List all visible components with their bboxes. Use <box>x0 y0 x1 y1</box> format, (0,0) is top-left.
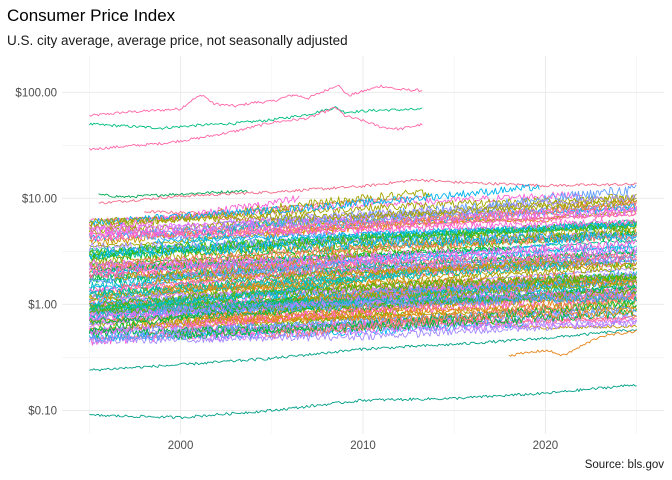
y-tick-label: $0.10 <box>28 405 57 417</box>
series-line-extra-79 <box>155 221 637 245</box>
series-line-6 <box>144 196 423 216</box>
series-line-extra-110 <box>88 245 638 270</box>
series-line-extra-55 <box>88 239 637 274</box>
series-line-extra-103 <box>89 273 637 310</box>
series-line-4 <box>98 189 248 199</box>
chart-subtitle: U.S. city average, average price, not se… <box>7 33 348 48</box>
y-tick-label: $1.00 <box>28 299 57 311</box>
y-tick-label: $10.00 <box>22 193 57 205</box>
series-line-extra-109 <box>89 319 638 345</box>
series-line-extra-97 <box>89 218 637 242</box>
series-line-3 <box>89 107 423 151</box>
series-line-24 <box>89 328 637 372</box>
series-line-26 <box>508 329 637 357</box>
y-tick-label: $100.00 <box>15 87 57 99</box>
series-line-25 <box>89 383 637 420</box>
series-line-extra-78 <box>192 216 294 244</box>
chart-title: Consumer Price Index <box>7 6 176 25</box>
series-line-extra-99 <box>264 293 637 340</box>
series-line-extra-100 <box>164 276 637 294</box>
series-line-extra-80 <box>88 257 380 284</box>
series-line-extra-108 <box>154 289 637 317</box>
series-line-extra-89 <box>89 288 638 315</box>
series-line-extra-102 <box>89 198 637 224</box>
series-layer <box>88 84 638 420</box>
series-line-extra-104 <box>88 296 302 333</box>
x-tick-label: 2000 <box>168 440 194 452</box>
series-line-extra-107 <box>88 231 637 260</box>
series-line-extra-93 <box>89 184 540 226</box>
series-line-extra-96 <box>88 205 638 236</box>
chart-caption: Source: bls.gov <box>584 459 664 471</box>
series-line-extra-59 <box>88 257 545 301</box>
series-line-extra-87 <box>114 253 358 281</box>
series-line-2 <box>89 106 423 130</box>
series-line-1 <box>89 84 423 117</box>
series-line-extra-95 <box>216 194 636 224</box>
series-line-extra-88 <box>295 278 637 304</box>
series-line-extra-83 <box>89 195 300 235</box>
series-line-23 <box>89 253 637 302</box>
series-line-extra-75 <box>88 219 638 259</box>
series-line-5 <box>98 178 637 205</box>
axis-labels: 2000 2010 2020 $0.10 $1.00 $10.00 $100.00 <box>15 87 558 452</box>
series-line-extra-23 <box>88 319 525 342</box>
series-line-extra-86 <box>216 308 637 325</box>
x-tick-label: 2020 <box>533 440 559 452</box>
series-line-extra-101 <box>154 259 598 285</box>
series-line-extra-106 <box>121 270 415 310</box>
x-tick-label: 2010 <box>350 440 376 452</box>
